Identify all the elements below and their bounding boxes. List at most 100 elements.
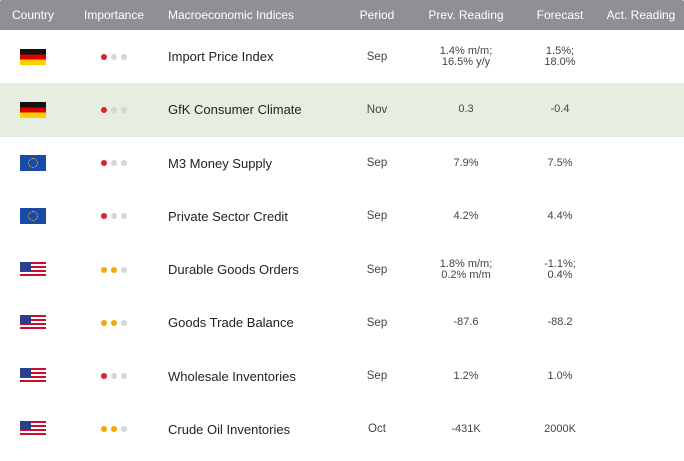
indicator-name[interactable]: Goods Trade Balance bbox=[168, 315, 294, 331]
header-actual-reading[interactable]: Act. Reading bbox=[606, 8, 676, 22]
importance-indicator bbox=[101, 213, 127, 220]
country-cell bbox=[0, 261, 66, 278]
prev-reading-value: 7.9% bbox=[453, 156, 479, 169]
prev-reading-cell: 1.8% m/m; 0.2% m/m bbox=[410, 257, 522, 281]
importance-dot-icon bbox=[121, 160, 127, 167]
germany-flag-icon bbox=[20, 48, 46, 65]
importance-dot-icon bbox=[111, 213, 117, 220]
importance-dot-icon bbox=[111, 426, 117, 433]
importance-cell bbox=[66, 104, 162, 116]
importance-dot-icon bbox=[101, 213, 107, 220]
forecast-cell: 1.0% bbox=[522, 370, 598, 382]
table-row[interactable]: GfK Consumer Climate Nov 0.3 -0.4 bbox=[0, 83, 684, 137]
importance-indicator bbox=[101, 160, 127, 167]
us-flag-icon bbox=[20, 421, 46, 438]
period-value: Oct bbox=[368, 423, 386, 436]
indicator-name[interactable]: Durable Goods Orders bbox=[168, 262, 299, 278]
period-value: Sep bbox=[366, 263, 388, 276]
importance-dot-icon bbox=[121, 53, 127, 60]
forecast-value: 7.5% bbox=[547, 156, 573, 169]
table-row[interactable]: Private Sector Credit Sep 4.2% 4.4% bbox=[0, 190, 684, 243]
prev-reading-value: 1.2% bbox=[453, 369, 479, 382]
importance-dot-icon bbox=[121, 213, 127, 220]
prev-reading-cell: 7.9% bbox=[410, 156, 522, 169]
importance-dot-icon bbox=[111, 106, 117, 113]
forecast-value: 4.4% bbox=[547, 209, 573, 222]
forecast-value: 2000K bbox=[544, 422, 576, 435]
forecast-value-line2: 18.0% bbox=[544, 55, 576, 68]
prev-reading-cell: -431K bbox=[410, 422, 522, 435]
importance-indicator bbox=[101, 266, 127, 273]
country-cell bbox=[0, 314, 66, 331]
forecast-value: -88.2 bbox=[547, 316, 573, 329]
prev-reading-value-line2: 16.5% y/y bbox=[441, 55, 491, 68]
period-value: Sep bbox=[366, 316, 388, 329]
forecast-cell: -0.4 bbox=[522, 104, 598, 115]
eu-flag-icon bbox=[20, 208, 46, 225]
indicator-name[interactable]: Crude Oil Inventories bbox=[168, 421, 291, 437]
indicator-name[interactable]: M3 Money Supply bbox=[168, 155, 273, 171]
period-value: Sep bbox=[366, 157, 388, 170]
country-cell bbox=[0, 155, 66, 172]
country-cell bbox=[0, 48, 66, 65]
importance-dot-icon bbox=[111, 319, 117, 326]
importance-indicator bbox=[101, 319, 127, 326]
header-importance[interactable]: Importance bbox=[83, 8, 145, 22]
table-row[interactable]: M3 Money Supply Sep 7.9% 7.5% bbox=[0, 137, 684, 190]
forecast-value: 1.5%; bbox=[545, 44, 575, 57]
table-row[interactable]: Crude Oil Inventories Oct -431K 2000K bbox=[0, 403, 684, 456]
importance-dot-icon bbox=[101, 373, 107, 380]
us-flag-icon bbox=[20, 314, 46, 331]
header-forecast[interactable]: Forecast bbox=[536, 8, 584, 22]
importance-dot-icon bbox=[101, 106, 107, 113]
prev-reading-cell: 4.2% bbox=[410, 210, 522, 222]
importance-dot-icon bbox=[121, 373, 127, 380]
importance-dot-icon bbox=[101, 266, 107, 273]
importance-cell bbox=[66, 264, 162, 276]
eu-flag-icon bbox=[20, 155, 46, 172]
prev-reading-cell: -87.6 bbox=[410, 317, 522, 328]
header-period[interactable]: Period bbox=[359, 8, 395, 22]
indicator-name[interactable]: Import Price Index bbox=[168, 49, 274, 65]
importance-indicator bbox=[101, 426, 127, 433]
table-header: Country Importance Macroeconomic Indices… bbox=[0, 0, 684, 30]
period-value: Sep bbox=[366, 50, 388, 63]
prev-reading-value: -431K bbox=[451, 422, 481, 435]
importance-cell bbox=[66, 423, 162, 435]
table-row[interactable]: Goods Trade Balance Sep -87.6 -88.2 bbox=[0, 296, 684, 349]
forecast-cell: 2000K bbox=[522, 422, 598, 435]
header-prev-reading[interactable]: Prev. Reading bbox=[428, 8, 504, 22]
forecast-value: -1.1%; bbox=[544, 257, 576, 270]
prev-reading-value-line2: 0.2% m/m bbox=[441, 268, 491, 281]
period-value: Sep bbox=[366, 210, 388, 223]
importance-dot-icon bbox=[121, 266, 127, 273]
header-indices[interactable]: Macroeconomic Indices bbox=[168, 8, 295, 22]
importance-dot-icon bbox=[121, 426, 127, 433]
forecast-cell: -88.2 bbox=[522, 317, 598, 328]
table-row[interactable]: Durable Goods Orders Sep 1.8% m/m; 0.2% m/m… bbox=[0, 243, 684, 296]
importance-dot-icon bbox=[121, 106, 127, 113]
importance-dot-icon bbox=[101, 319, 107, 326]
indicator-name[interactable]: GfK Consumer Climate bbox=[168, 102, 302, 118]
table-row[interactable]: Import Price Index Sep 1.4% m/m; 16.5% y/y 1… bbox=[0, 30, 684, 83]
period-value: Nov bbox=[366, 103, 388, 116]
prev-reading-value: 1.8% m/m; bbox=[439, 257, 493, 270]
forecast-cell: 7.5% bbox=[522, 156, 598, 169]
forecast-value-line2: 0.4% bbox=[547, 268, 573, 281]
prev-reading-cell: 0.3 bbox=[410, 104, 522, 115]
importance-dot-icon bbox=[101, 53, 107, 60]
table-row[interactable]: Wholesale Inventories Sep 1.2% 1.0% bbox=[0, 350, 684, 403]
indicator-name[interactable]: Private Sector Credit bbox=[168, 208, 288, 224]
importance-indicator bbox=[101, 53, 127, 60]
importance-dot-icon bbox=[111, 373, 117, 380]
importance-cell bbox=[66, 51, 162, 63]
importance-dot-icon bbox=[101, 426, 107, 433]
indicator-name[interactable]: Wholesale Inventories bbox=[168, 368, 296, 384]
country-cell bbox=[0, 368, 66, 385]
importance-cell bbox=[66, 370, 162, 382]
importance-indicator bbox=[101, 106, 127, 113]
header-country[interactable]: Country bbox=[11, 8, 55, 22]
prev-reading-cell: 1.2% bbox=[410, 369, 522, 382]
forecast-cell: -1.1%; 0.4% bbox=[522, 257, 598, 281]
